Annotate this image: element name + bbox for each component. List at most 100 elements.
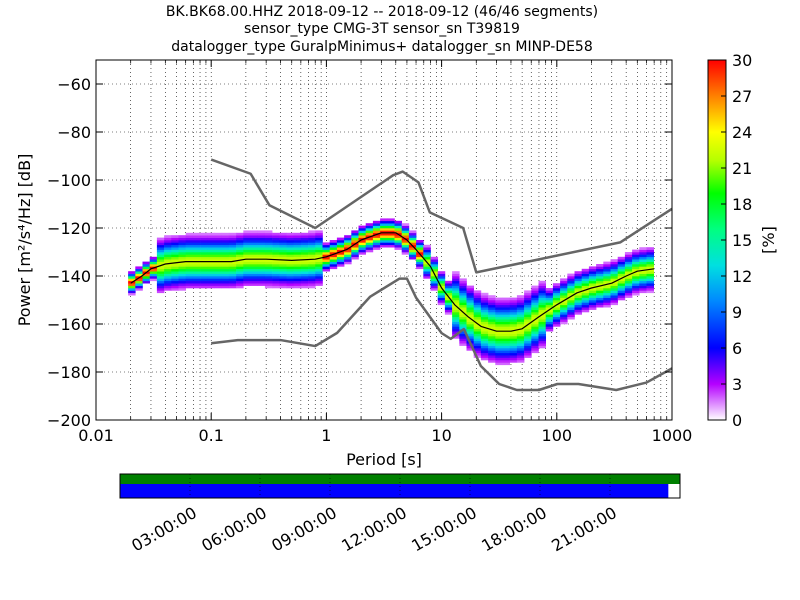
heatmap-cell <box>488 321 496 325</box>
heatmap-cell <box>308 271 316 274</box>
heatmap-cell <box>574 273 583 277</box>
heatmap-cell <box>279 240 287 243</box>
heatmap-cell <box>171 271 179 274</box>
heatmap-cell <box>423 259 431 262</box>
heatmap-cell <box>322 244 331 248</box>
heatmap-cell <box>401 247 410 250</box>
heatmap-cell <box>279 268 287 272</box>
heatmap-cell <box>459 312 467 315</box>
heatmap-cell <box>279 280 287 284</box>
heatmap-cell <box>185 271 194 274</box>
heatmap-cell <box>171 278 179 282</box>
heatmap-cell <box>473 336 482 339</box>
heatmap-cell <box>624 266 633 270</box>
heatmap-cell <box>437 300 446 303</box>
heatmap-cell <box>430 264 439 267</box>
heatmap-cell <box>516 319 525 322</box>
heatmap-cell <box>588 273 597 277</box>
heatmap-cell <box>178 278 187 282</box>
heatmap-cell <box>372 247 381 250</box>
heatmap-cell <box>336 261 345 265</box>
heatmap-cell <box>588 297 597 301</box>
heatmap-cell <box>596 304 604 308</box>
heatmap-cell <box>567 285 575 289</box>
heatmap-cell <box>538 304 547 308</box>
heatmap-cell <box>480 319 489 322</box>
heatmap-cell <box>164 283 172 286</box>
heatmap-cell <box>509 348 518 351</box>
heatmap-cell <box>257 235 266 238</box>
heatmap-cell <box>632 261 640 265</box>
heatmap-cell <box>603 278 611 282</box>
heatmap-cell <box>646 254 655 258</box>
heatmap-cell <box>416 259 424 262</box>
heatmap-cell <box>473 345 482 349</box>
heatmap-cell <box>192 237 201 241</box>
heatmap-cell <box>524 331 532 334</box>
heatmap-cell <box>567 276 575 279</box>
heatmap-cell <box>452 271 460 274</box>
heatmap-cell <box>344 249 352 253</box>
heatmap-cell <box>135 283 143 286</box>
heatmap-cell <box>264 271 273 274</box>
heatmap-cell <box>444 300 453 303</box>
heatmap-cell <box>495 304 503 308</box>
heatmap-cell <box>243 252 251 255</box>
heatmap-cell <box>358 235 367 238</box>
heatmap-cell <box>509 300 518 303</box>
heatmap-cell <box>300 264 309 267</box>
heatmap-cell <box>236 261 244 265</box>
heatmap-cell <box>516 326 525 330</box>
heatmap-cell <box>200 271 208 274</box>
heatmap-cell <box>423 266 431 270</box>
heatmap-cell <box>164 266 172 270</box>
heatmap-cell <box>430 278 439 282</box>
heatmap-cell <box>149 278 158 282</box>
heatmap-cell <box>300 276 309 279</box>
heatmap-cell <box>524 338 532 342</box>
heatmap-cell <box>228 244 237 248</box>
heatmap-cell <box>603 261 611 265</box>
heatmap-cell <box>596 288 604 291</box>
title-line-2: sensor_type CMG-3T sensor_sn T39819 <box>244 21 520 37</box>
heatmap-cell <box>473 326 482 330</box>
heatmap-cell <box>495 340 503 344</box>
heatmap-cell <box>495 333 503 337</box>
heatmap-cell <box>387 220 395 224</box>
heatmap-cell <box>308 244 316 248</box>
heatmap-cell <box>365 230 374 234</box>
heatmap-cell <box>639 266 647 270</box>
heatmap-cell <box>617 256 626 260</box>
heatmap-cell <box>639 261 647 265</box>
heatmap-cell <box>459 292 467 296</box>
heatmap-cell <box>178 276 187 279</box>
coverage-tick-label: 09:00:00 <box>268 503 340 555</box>
heatmap-cell <box>200 273 208 277</box>
heatmap-cell <box>495 314 503 318</box>
heatmap-cell <box>560 283 568 286</box>
heatmap-cell <box>531 348 539 351</box>
heatmap-cell <box>279 273 287 277</box>
heatmap-cell <box>178 252 187 255</box>
heatmap-cell <box>171 247 179 250</box>
heatmap-cell <box>574 297 583 301</box>
psd-plot: 0.01 0.1 1 10 100 1000 −200 −180 −160 −140 −120 −1… <box>15 59 692 469</box>
heatmap-cell <box>452 273 460 277</box>
heatmap-cell <box>488 336 496 339</box>
heatmap-cell <box>531 288 539 291</box>
heatmap-cell <box>408 252 417 255</box>
heatmap-cell <box>567 302 575 306</box>
heatmap-cell <box>228 254 237 258</box>
heatmap-cell <box>293 247 302 250</box>
heatmap-cell <box>401 252 410 255</box>
heatmap-cell <box>473 316 482 320</box>
heatmap-cell <box>624 278 633 282</box>
x-tick-label: 1 <box>321 426 331 445</box>
heatmap-cell <box>531 345 539 349</box>
heatmap-cell <box>149 264 158 267</box>
heatmap-cell <box>336 244 345 248</box>
heatmap-cell <box>315 283 323 286</box>
heatmap-cell <box>430 283 439 286</box>
heatmap-cell <box>380 242 388 246</box>
heatmap-cell <box>264 242 273 246</box>
